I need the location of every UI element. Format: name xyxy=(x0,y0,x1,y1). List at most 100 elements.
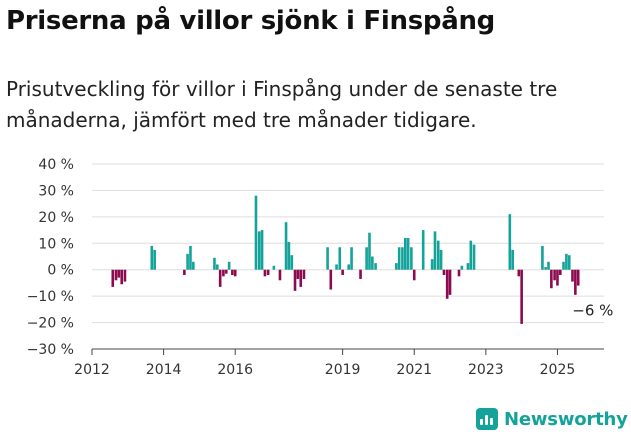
bar xyxy=(565,253,568,270)
bar xyxy=(260,230,264,270)
bar xyxy=(335,264,338,270)
gridlines xyxy=(92,163,604,350)
bar xyxy=(233,269,237,277)
bar xyxy=(186,253,189,270)
bar xyxy=(448,269,452,295)
bar xyxy=(150,245,154,270)
newsworthy-brand: Newsworthy xyxy=(476,408,628,430)
bar xyxy=(442,269,446,275)
bar xyxy=(153,249,156,270)
bar xyxy=(183,269,186,275)
x-tick-label: 2021 xyxy=(396,362,432,378)
bar xyxy=(403,238,407,270)
bar xyxy=(553,269,556,281)
bar xyxy=(266,269,270,275)
y-tick-label: −20 % xyxy=(27,316,74,332)
brand-name: Newsworthy xyxy=(504,408,628,430)
bar xyxy=(460,265,464,270)
bar xyxy=(550,269,553,289)
bar xyxy=(365,247,368,270)
bar xyxy=(350,247,353,270)
x-tick-label: 2012 xyxy=(74,362,110,378)
bar xyxy=(567,255,571,270)
bar xyxy=(290,255,294,270)
bar xyxy=(556,269,559,286)
bar xyxy=(445,269,449,299)
bar xyxy=(547,261,550,270)
chart-title: Priserna på villor sjönk i Finspång xyxy=(6,6,495,36)
bar xyxy=(544,267,547,270)
bar xyxy=(433,231,437,270)
bar xyxy=(278,269,282,281)
newsworthy-logo-icon xyxy=(476,408,498,430)
bar xyxy=(287,241,291,270)
bar xyxy=(421,230,425,270)
bar xyxy=(368,232,371,270)
bar xyxy=(562,261,565,270)
y-tick-label: 20 % xyxy=(38,210,74,226)
bar xyxy=(192,261,195,270)
last-value-annotation: −6 % xyxy=(572,302,613,320)
bar xyxy=(293,269,297,291)
annotations: −6 % xyxy=(572,302,613,320)
chart-subtitle: Prisutveckling för villor i Finspång und… xyxy=(6,77,558,132)
bar xyxy=(231,269,234,275)
bar xyxy=(120,269,124,285)
bar xyxy=(111,269,115,287)
y-axis-ticks: 40 % 30 % 20 % 10 % 0 % −10 % −20 % −30 % xyxy=(27,157,74,358)
bar xyxy=(401,247,404,270)
bar xyxy=(374,263,377,270)
bar xyxy=(189,245,192,270)
bar xyxy=(559,269,562,275)
bar xyxy=(326,247,329,270)
x-tick-label: 2019 xyxy=(325,362,361,378)
bar xyxy=(574,269,577,295)
bar xyxy=(329,269,333,290)
x-tick-label: 2014 xyxy=(146,362,182,378)
y-tick-label: 10 % xyxy=(38,236,74,252)
bar xyxy=(508,214,512,270)
y-tick-label: 40 % xyxy=(38,157,74,173)
bar xyxy=(117,269,121,278)
bar xyxy=(541,245,544,270)
bar xyxy=(511,249,514,270)
bar xyxy=(263,269,267,277)
bar xyxy=(227,261,231,270)
bar xyxy=(517,269,521,277)
bar xyxy=(371,256,374,270)
bar xyxy=(302,269,306,279)
bar xyxy=(341,269,344,275)
bar xyxy=(114,269,118,281)
bar xyxy=(224,269,228,274)
bar xyxy=(222,269,225,277)
bar xyxy=(439,249,443,270)
bar xyxy=(338,247,342,270)
x-tick-label: 2023 xyxy=(468,362,504,378)
bar xyxy=(457,269,461,277)
bar xyxy=(469,240,473,270)
bar xyxy=(472,244,476,270)
bar xyxy=(257,231,261,270)
bar xyxy=(436,240,440,270)
bar xyxy=(412,269,416,281)
bar xyxy=(299,269,303,287)
y-tick-label: −30 % xyxy=(27,342,74,358)
bar xyxy=(254,195,258,270)
bar xyxy=(410,247,413,270)
bar xyxy=(430,259,434,270)
bar xyxy=(395,263,398,270)
x-axis: 2012 2014 2016 2019 2021 2023 2025 xyxy=(74,348,604,378)
bar xyxy=(218,269,222,287)
bar xyxy=(359,269,362,279)
y-tick-label: 0 % xyxy=(47,263,74,279)
y-tick-label: 30 % xyxy=(38,183,74,199)
bar xyxy=(571,269,574,282)
bar xyxy=(216,264,219,270)
bar xyxy=(284,222,288,270)
x-tick-label: 2016 xyxy=(217,362,253,378)
bar xyxy=(272,265,276,270)
y-tick-label: −10 % xyxy=(27,289,74,305)
bar xyxy=(520,269,523,324)
bar xyxy=(406,238,410,270)
